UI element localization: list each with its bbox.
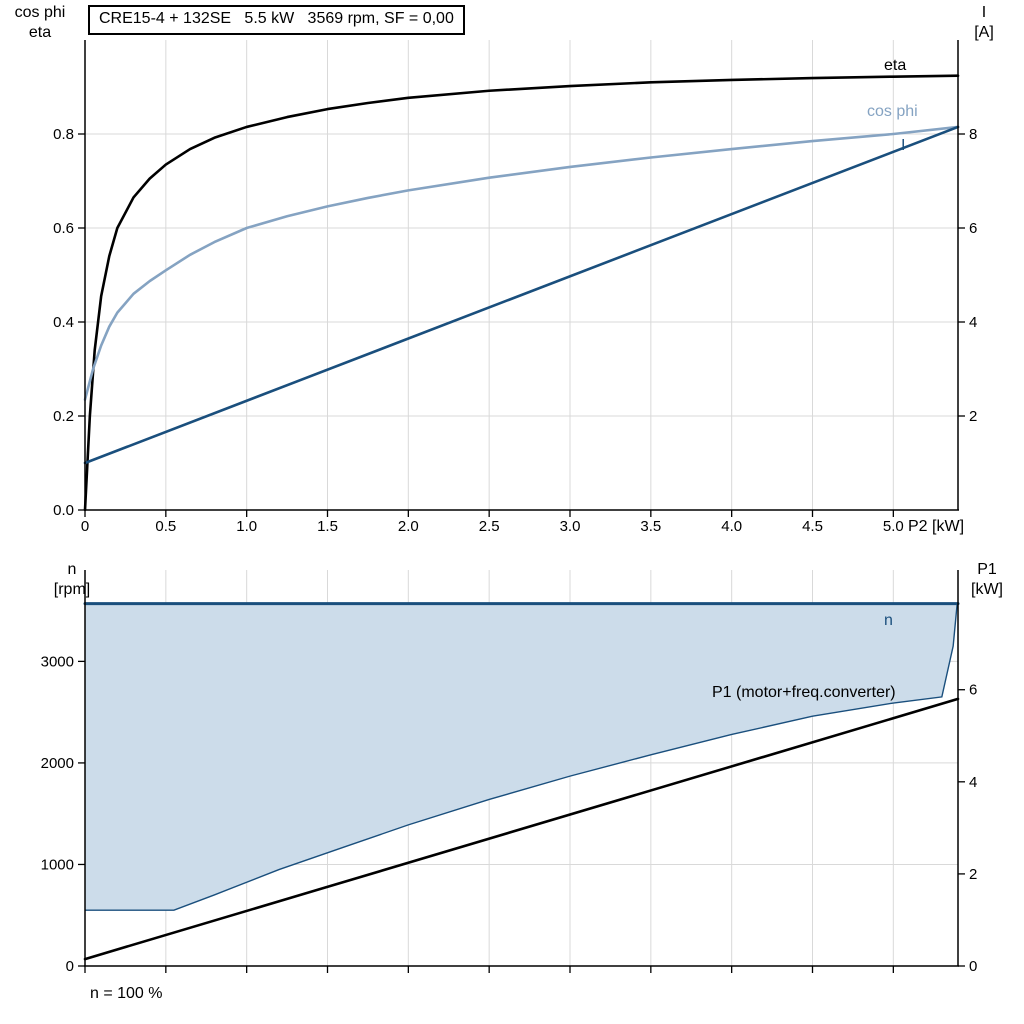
y-tick-label-left: 0.0	[53, 502, 74, 519]
min-speed-curve	[85, 603, 958, 911]
x-axis-unit-label: P2 [kW]	[908, 518, 965, 535]
x-tick-label: 2.0	[398, 518, 419, 535]
y-tick-label-left: 0	[66, 958, 74, 975]
top-right-axis-label: I [A]	[958, 3, 1010, 43]
y-tick-label-right: 2	[969, 408, 977, 425]
axis-label-kw-unit: [kW]	[971, 581, 1003, 598]
footnote: n = 100 %	[90, 985, 163, 1002]
x-tick-label: 0.5	[155, 518, 176, 535]
cos-phi-curve	[83, 125, 960, 401]
y-tick-label-right: 4	[969, 314, 977, 331]
y-tick-label-left: 3000	[41, 653, 74, 670]
axis-label-rpm-unit: [rpm]	[53, 581, 91, 598]
x-tick-label: 2.5	[479, 518, 500, 535]
y-tick-label-right: 8	[969, 126, 977, 143]
eta-curve	[83, 74, 960, 512]
x-tick-label: 5.0	[883, 518, 904, 535]
x-tick-label: 4.0	[721, 518, 742, 535]
axis-label-current: I	[981, 4, 987, 21]
y-tick-label-left: 0.2	[53, 408, 74, 425]
y-tick-label-right: 0	[969, 958, 977, 975]
y-tick-label-right: 6	[969, 220, 977, 237]
y-tick-label-left: 0.8	[53, 126, 74, 143]
y-tick-label-right: 2	[969, 866, 977, 883]
current-curve-label: I	[901, 137, 906, 154]
p1-curve	[83, 697, 960, 961]
bottom-right-axis-label: P1 [kW]	[958, 560, 1016, 600]
y-tick-label-right: 4	[969, 774, 977, 791]
operating-range-area	[85, 603, 958, 911]
top-left-axis-label: cos phi eta	[8, 3, 72, 43]
axis-label-ampere-unit: [A]	[974, 24, 994, 41]
n-curve-label: n	[884, 612, 893, 629]
eta-curve-label: eta	[884, 57, 907, 74]
cos-phi-curve-label: cos phi	[867, 103, 918, 120]
axis-label-n: n	[67, 561, 77, 578]
x-tick-label: 0	[81, 518, 89, 535]
y-tick-label-right: 6	[969, 682, 977, 699]
bottom-left-axis-label: n [rpm]	[44, 560, 100, 600]
x-tick-label: 3.5	[640, 518, 661, 535]
p1-curve-label: P1 (motor+freq.converter)	[712, 684, 896, 701]
axis-label-p1: P1	[977, 561, 997, 578]
y-tick-label-left: 2000	[41, 755, 74, 772]
x-tick-label: 1.0	[236, 518, 257, 535]
y-tick-label-left: 0.4	[53, 314, 74, 331]
x-tick-label: 3.0	[560, 518, 581, 535]
x-tick-label: 1.5	[317, 518, 338, 535]
x-tick-label: 4.5	[802, 518, 823, 535]
title-box: CRE15-4 + 132SE 5.5 kW 3569 rpm, SF = 0,…	[88, 5, 465, 35]
axis-label-eta: eta	[28, 24, 52, 41]
y-tick-label-left: 0.6	[53, 220, 74, 237]
y-tick-label-left: 1000	[41, 856, 74, 873]
axis-label-cos-phi: cos phi	[14, 4, 66, 21]
current-curve	[83, 125, 960, 465]
